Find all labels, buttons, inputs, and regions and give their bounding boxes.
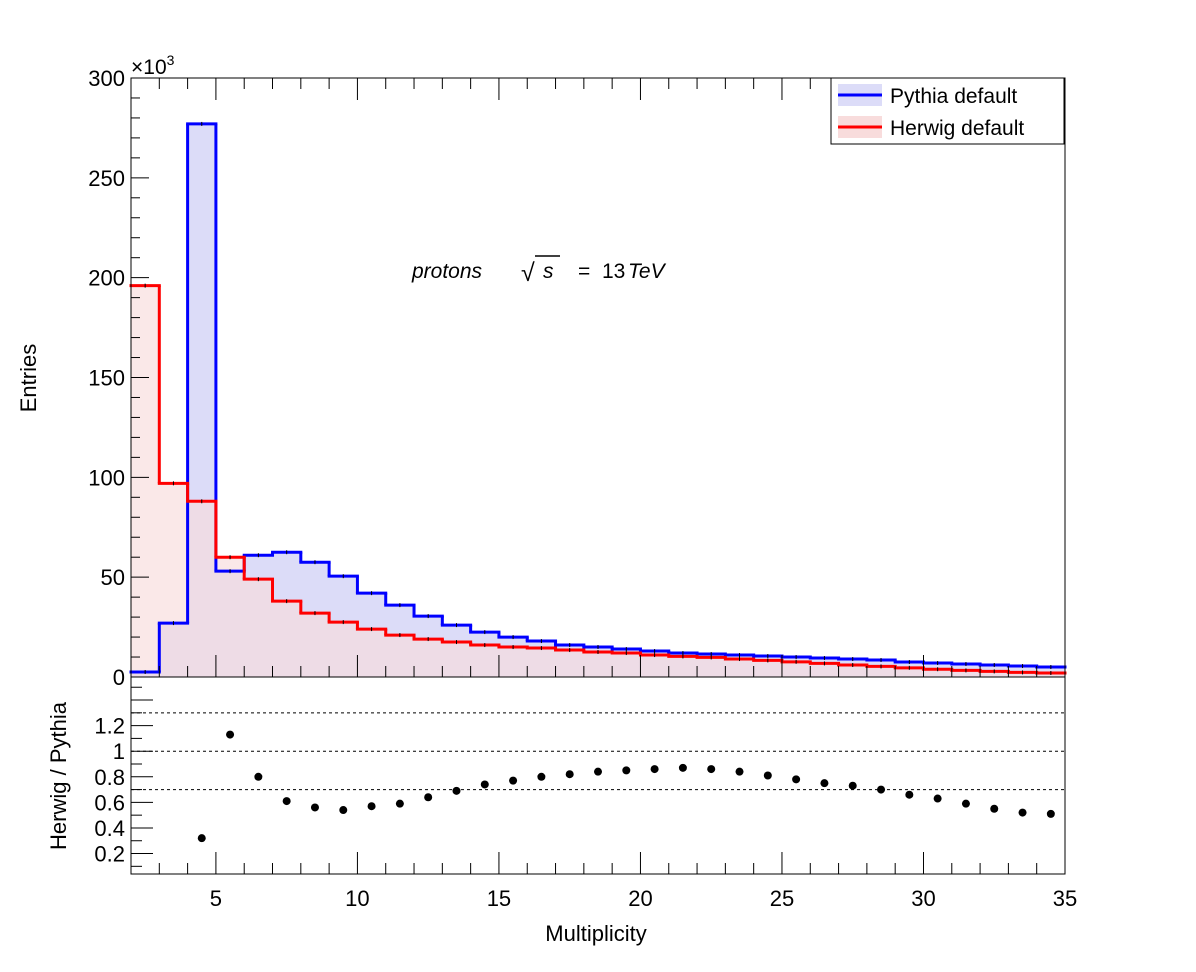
y-tick-label: 150 <box>88 366 125 391</box>
ratio-point <box>424 793 433 802</box>
annotation-equals: = <box>578 260 590 283</box>
annotation-value: 13 <box>602 260 625 283</box>
legend-label-pythia: Pythia default <box>890 85 1017 108</box>
ratio-panel: 0.20.40.60.811.2 5 10 15 20 25 30 35 Herwig / P… <box>46 676 1077 946</box>
annotation-sqrt-arg: s <box>543 260 554 283</box>
ratio-point <box>877 785 886 794</box>
ratio-point <box>367 802 376 811</box>
ratio-point <box>226 730 235 739</box>
ratio-point <box>622 766 631 775</box>
ratio-point <box>282 797 291 806</box>
x-tick-label: 15 <box>487 886 511 911</box>
ratio-y-tick-label: 0.4 <box>94 816 125 841</box>
legend-label-herwig: Herwig default <box>890 117 1024 140</box>
y-exponent-label: ×103 <box>131 52 175 79</box>
ratio-y-tick-label: 0.8 <box>94 765 125 790</box>
ratio-point <box>678 763 687 772</box>
histogram-fill-herwig <box>131 285 1065 677</box>
y-axis-title: Entries <box>16 344 41 412</box>
legend: Pythia default Herwig default <box>830 77 1065 145</box>
ratio-y-tick-label: 1 <box>113 739 125 764</box>
energy-annotation: protons √ s = 13 TeV <box>411 255 667 287</box>
ratio-point <box>537 772 546 781</box>
annotation-sqrt-symbol: √ <box>521 259 535 287</box>
y-tick-label: 300 <box>88 66 125 91</box>
ratio-point <box>509 776 518 785</box>
ratio-point <box>197 834 206 843</box>
y-tick-label: 50 <box>101 565 125 590</box>
x-axis-title: Multiplicity <box>545 921 646 946</box>
ratio-y-axis-title: Herwig / Pythia <box>46 701 71 850</box>
y-tick-label: 0 <box>113 665 125 690</box>
ratio-point <box>1018 808 1027 817</box>
ratio-point <box>1046 809 1055 818</box>
ratio-point <box>594 767 602 776</box>
y-tick-label: 200 <box>88 266 125 291</box>
ratio-point <box>933 794 942 803</box>
y-tick-label: 250 <box>88 166 125 191</box>
ratio-point <box>763 771 772 780</box>
ratio-point <box>792 775 801 784</box>
top-panel: 0 50 100 150 200 250 300 ×103 Entries protons … <box>16 52 1067 690</box>
annotation-unit: TeV <box>628 260 667 283</box>
x-tick-label: 5 <box>210 886 222 911</box>
x-tick-label: 25 <box>770 886 794 911</box>
ratio-point <box>990 804 999 813</box>
ratio-point <box>310 803 319 812</box>
ratio-point <box>339 806 348 815</box>
annotation-particle: protons <box>411 260 483 283</box>
x-tick-label: 35 <box>1053 886 1077 911</box>
ratio-y-tick-label: 1.2 <box>94 714 125 739</box>
ratio-y-tick-label: 0.6 <box>94 790 125 815</box>
ratio-point <box>707 765 716 774</box>
y-tick-label: 100 <box>88 465 125 490</box>
x-tick-label: 20 <box>628 886 652 911</box>
x-tick-label: 30 <box>911 886 935 911</box>
ratio-point <box>650 765 659 774</box>
ratio-point <box>254 772 263 781</box>
ratio-point <box>565 770 574 779</box>
ratio-point <box>735 767 744 776</box>
ratio-point <box>848 781 857 790</box>
ratio-point <box>480 780 489 789</box>
ratio-point <box>961 799 970 808</box>
ratio-point <box>820 779 829 788</box>
x-tick-label: 10 <box>345 886 369 911</box>
ratio-point <box>452 786 461 795</box>
ratio-point <box>395 799 404 808</box>
ratio-y-tick-label: 0.2 <box>94 842 125 867</box>
ratio-plot-frame <box>130 676 1066 875</box>
ratio-point <box>905 790 914 799</box>
